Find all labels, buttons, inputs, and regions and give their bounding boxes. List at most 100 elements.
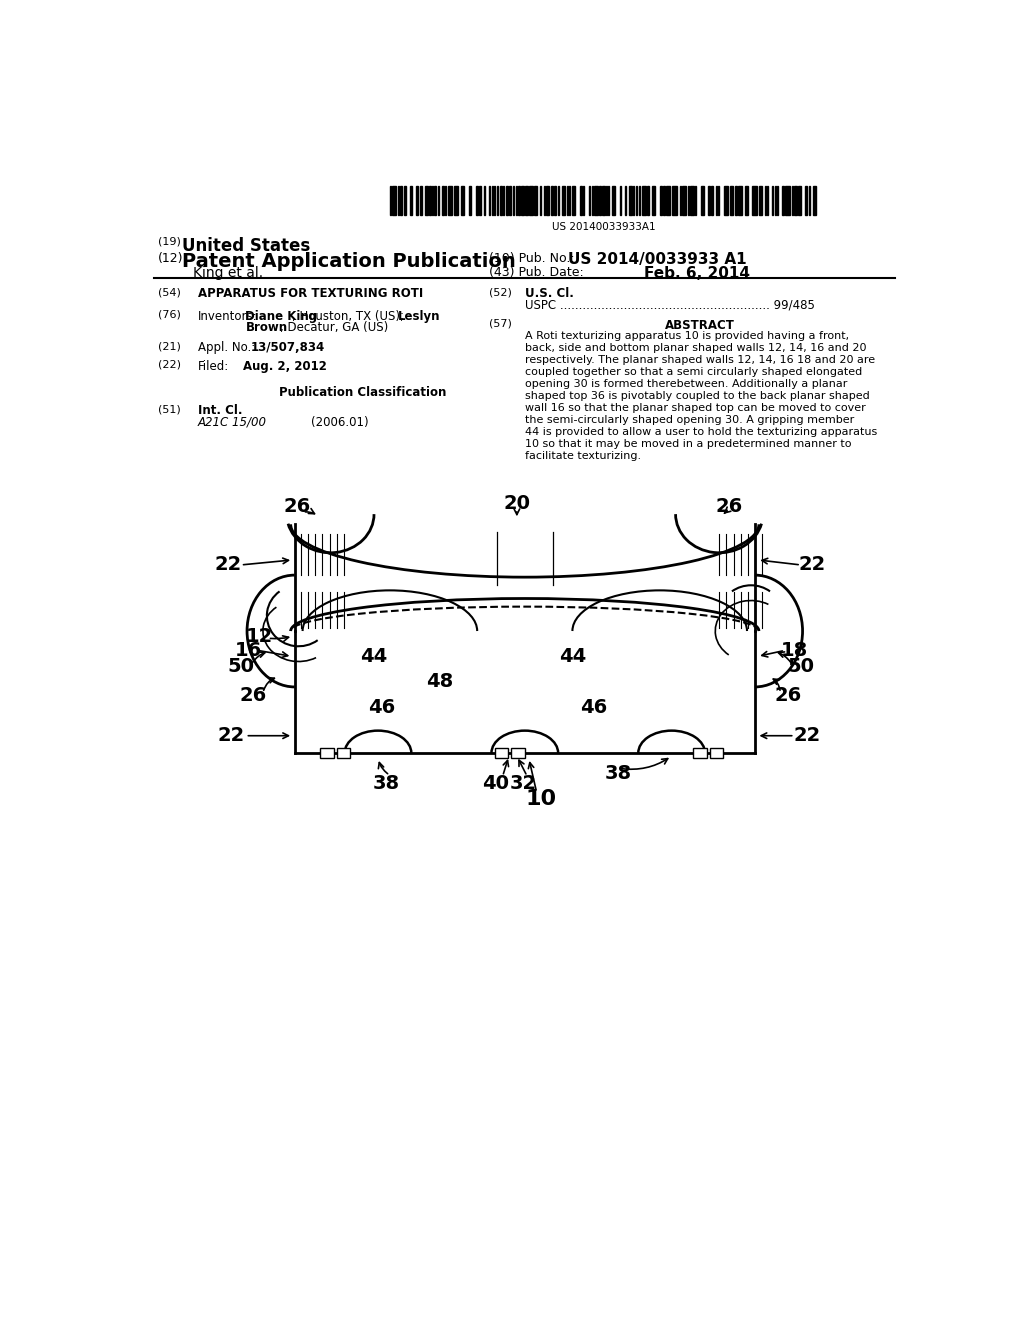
Bar <box>403 186 406 215</box>
Text: (52): (52) <box>489 288 512 297</box>
Text: USPC ........................................................ 99/485: USPC ...................................… <box>524 298 815 312</box>
Bar <box>420 186 422 215</box>
Bar <box>608 186 609 215</box>
Text: 44: 44 <box>559 647 586 665</box>
Bar <box>782 186 784 215</box>
Text: 40: 40 <box>482 774 509 793</box>
Bar <box>337 748 350 758</box>
Text: Feb. 6, 2014: Feb. 6, 2014 <box>644 267 750 281</box>
Bar <box>492 186 493 215</box>
Text: wall 16 so that the planar shaped top can be moved to cover: wall 16 so that the planar shaped top ca… <box>524 403 865 413</box>
Bar <box>765 186 766 215</box>
Text: U.S. Cl.: U.S. Cl. <box>524 288 573 301</box>
Text: 50: 50 <box>787 657 814 676</box>
Bar <box>321 748 334 758</box>
Bar <box>805 186 807 215</box>
Bar <box>475 186 478 215</box>
Bar <box>690 186 694 215</box>
Text: respectively. The planar shaped walls 12, 14, 16 18 and 20 are: respectively. The planar shaped walls 12… <box>524 355 874 366</box>
Text: US 2014/0033933 A1: US 2014/0033933 A1 <box>568 252 748 267</box>
Bar <box>524 186 528 215</box>
Text: the semi-circularly shaped opening 30. A gripping member: the semi-circularly shaped opening 30. A… <box>524 416 854 425</box>
Bar <box>442 186 443 215</box>
Bar <box>798 186 802 215</box>
Bar <box>809 186 810 215</box>
Bar <box>567 186 568 215</box>
Text: Diane King: Diane King <box>246 310 317 323</box>
Text: , Decatur, GA (US): , Decatur, GA (US) <box>281 321 389 334</box>
Bar <box>688 186 689 215</box>
Bar <box>595 186 598 215</box>
Text: (21): (21) <box>158 342 181 351</box>
Text: (12): (12) <box>158 252 183 265</box>
Bar <box>718 186 719 215</box>
Text: 38: 38 <box>373 774 399 793</box>
Bar <box>554 186 556 215</box>
Bar <box>785 186 790 215</box>
Bar <box>489 186 490 215</box>
Bar <box>636 186 637 215</box>
Bar <box>411 186 412 215</box>
Bar <box>511 748 525 758</box>
Bar <box>599 186 601 215</box>
Text: 46: 46 <box>369 698 395 717</box>
Bar <box>507 186 508 215</box>
Text: 44: 44 <box>360 647 388 665</box>
Bar <box>672 186 677 215</box>
Text: 32: 32 <box>510 774 537 793</box>
Bar <box>521 186 523 215</box>
Bar <box>400 186 402 215</box>
Text: King et al.: King et al. <box>194 267 263 280</box>
Text: (57): (57) <box>489 319 512 329</box>
Bar <box>562 186 564 215</box>
Text: (76): (76) <box>158 310 181 319</box>
Bar <box>767 186 768 215</box>
Text: A21C 15/00: A21C 15/00 <box>198 416 267 429</box>
Bar <box>547 186 549 215</box>
Bar <box>620 186 621 215</box>
Bar <box>544 186 546 215</box>
Bar <box>730 186 733 215</box>
Text: 22: 22 <box>217 726 245 746</box>
Bar <box>461 186 464 215</box>
Text: (51): (51) <box>158 404 181 414</box>
Bar <box>813 186 816 215</box>
Text: 10 so that it may be moved in a predetermined manner to: 10 so that it may be moved in a predeter… <box>524 440 851 449</box>
Text: 26: 26 <box>240 685 267 705</box>
Bar <box>708 186 710 215</box>
Text: Inventors:: Inventors: <box>198 310 257 323</box>
Text: Filed:: Filed: <box>198 359 229 372</box>
Bar <box>483 186 484 215</box>
Text: 22: 22 <box>799 556 825 574</box>
Text: 44 is provided to allow a user to hold the texturizing apparatus: 44 is provided to allow a user to hold t… <box>524 428 877 437</box>
Text: 46: 46 <box>581 698 607 717</box>
Bar <box>449 186 452 215</box>
Bar <box>682 186 686 215</box>
Bar <box>503 186 504 215</box>
Bar <box>680 186 681 215</box>
Bar <box>738 186 741 215</box>
Text: 48: 48 <box>426 672 454 692</box>
Text: Brown: Brown <box>246 321 288 334</box>
Bar <box>495 748 508 758</box>
Bar <box>642 186 646 215</box>
Bar <box>498 186 499 215</box>
Bar <box>589 186 590 215</box>
Bar <box>629 186 632 215</box>
Text: 26: 26 <box>716 496 743 516</box>
Bar <box>509 186 511 215</box>
Bar <box>390 186 391 215</box>
Bar <box>513 186 514 215</box>
Text: (54): (54) <box>158 288 181 297</box>
Bar <box>580 186 582 215</box>
Text: 26: 26 <box>284 496 310 516</box>
Bar <box>392 186 395 215</box>
Text: 13/507,834: 13/507,834 <box>250 342 325 354</box>
Bar <box>753 186 757 215</box>
Bar <box>469 186 471 215</box>
Bar <box>494 186 495 215</box>
Bar <box>711 186 714 215</box>
Bar <box>667 186 670 215</box>
Bar <box>434 186 435 215</box>
Text: Leslyn: Leslyn <box>397 310 440 323</box>
